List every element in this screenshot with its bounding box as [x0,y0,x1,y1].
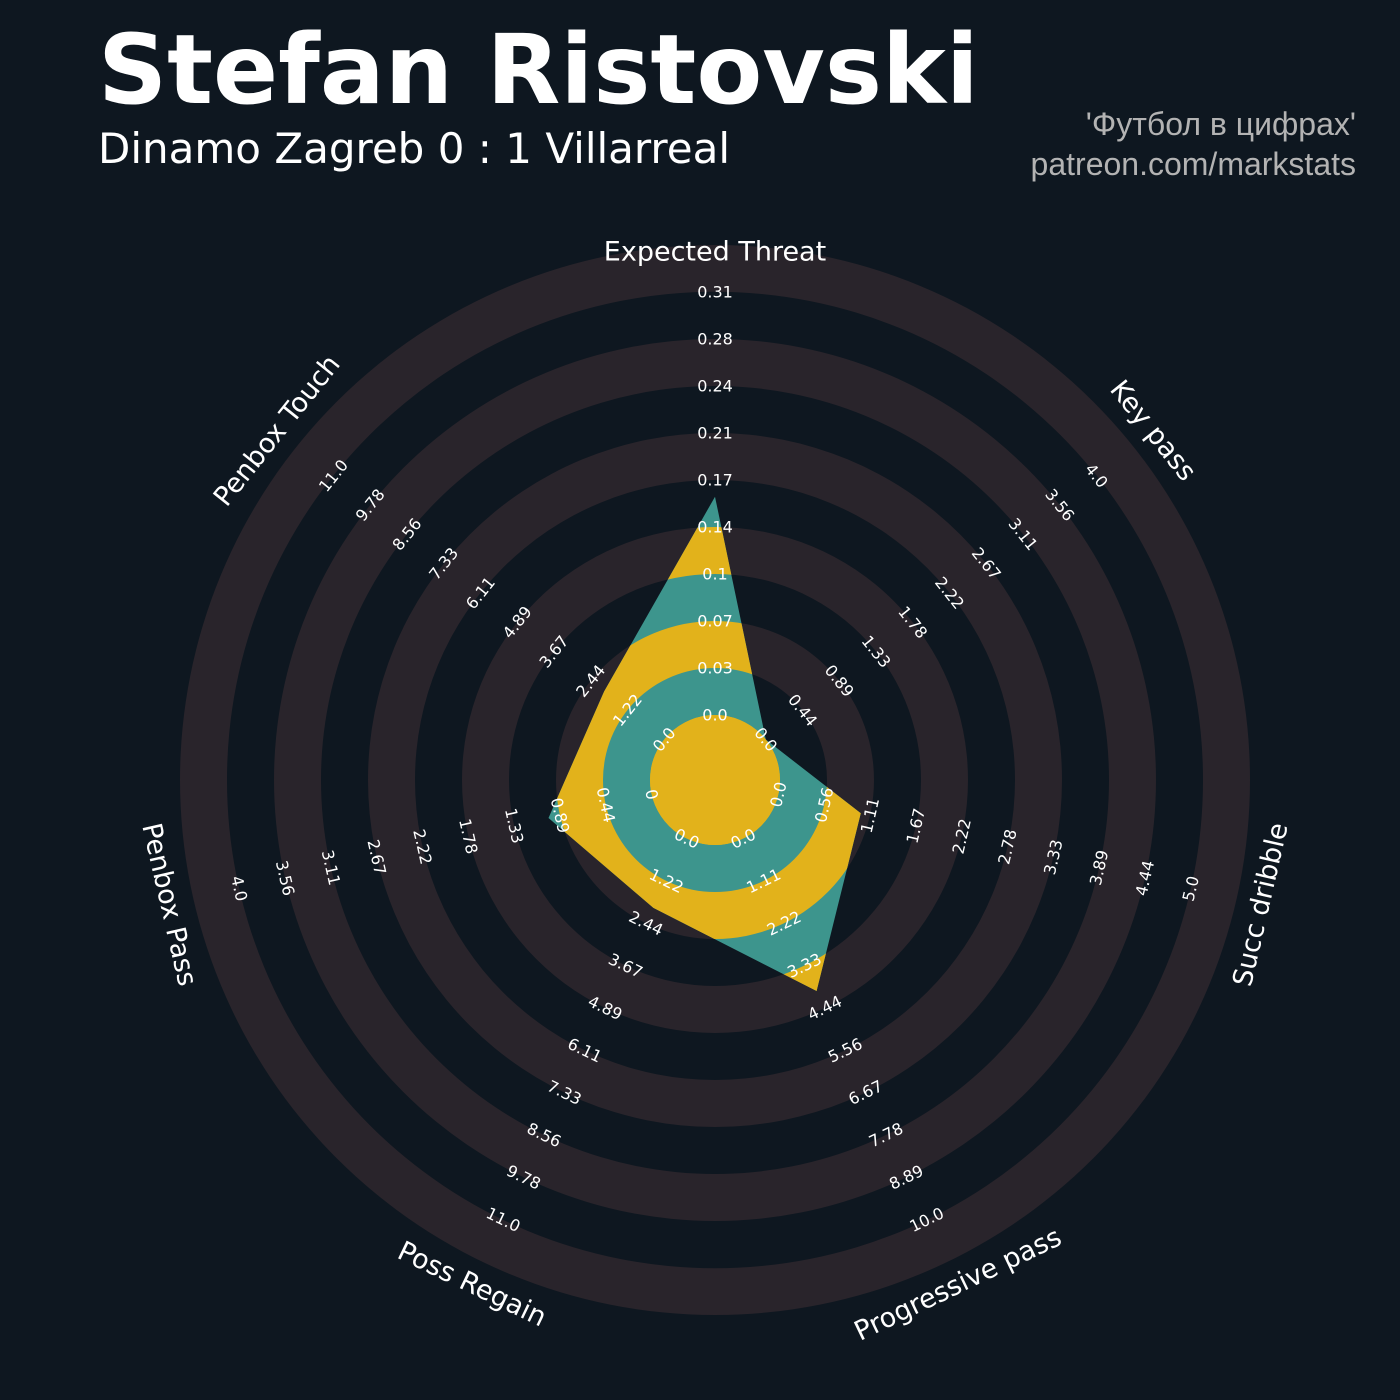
inner-hole [650,715,780,845]
tick-label: 0.07 [697,612,733,631]
match-subtitle: Dinamo Zagreb 0 : 1 Villarreal [98,124,731,173]
credit-source: 'Футбол в цифрах' [1085,106,1356,142]
param-label: Expected Threat [604,237,826,268]
tick-label: 0.03 [697,659,733,678]
tick-label: 0.17 [697,471,733,490]
tick-label: 0.1 [702,565,727,584]
tick-label: 0.14 [697,518,733,537]
tick-label: 0 [641,787,662,801]
tick-label: 0.21 [697,424,733,443]
tick-label: 0.0 [702,706,727,725]
tick-label: 0.31 [697,283,733,302]
tick-label: 0.28 [697,330,733,349]
credit-url: patreon.com/markstats [1030,146,1356,182]
tick-label: 0.24 [697,377,733,396]
page-title: Stefan Ristovski [98,14,979,126]
